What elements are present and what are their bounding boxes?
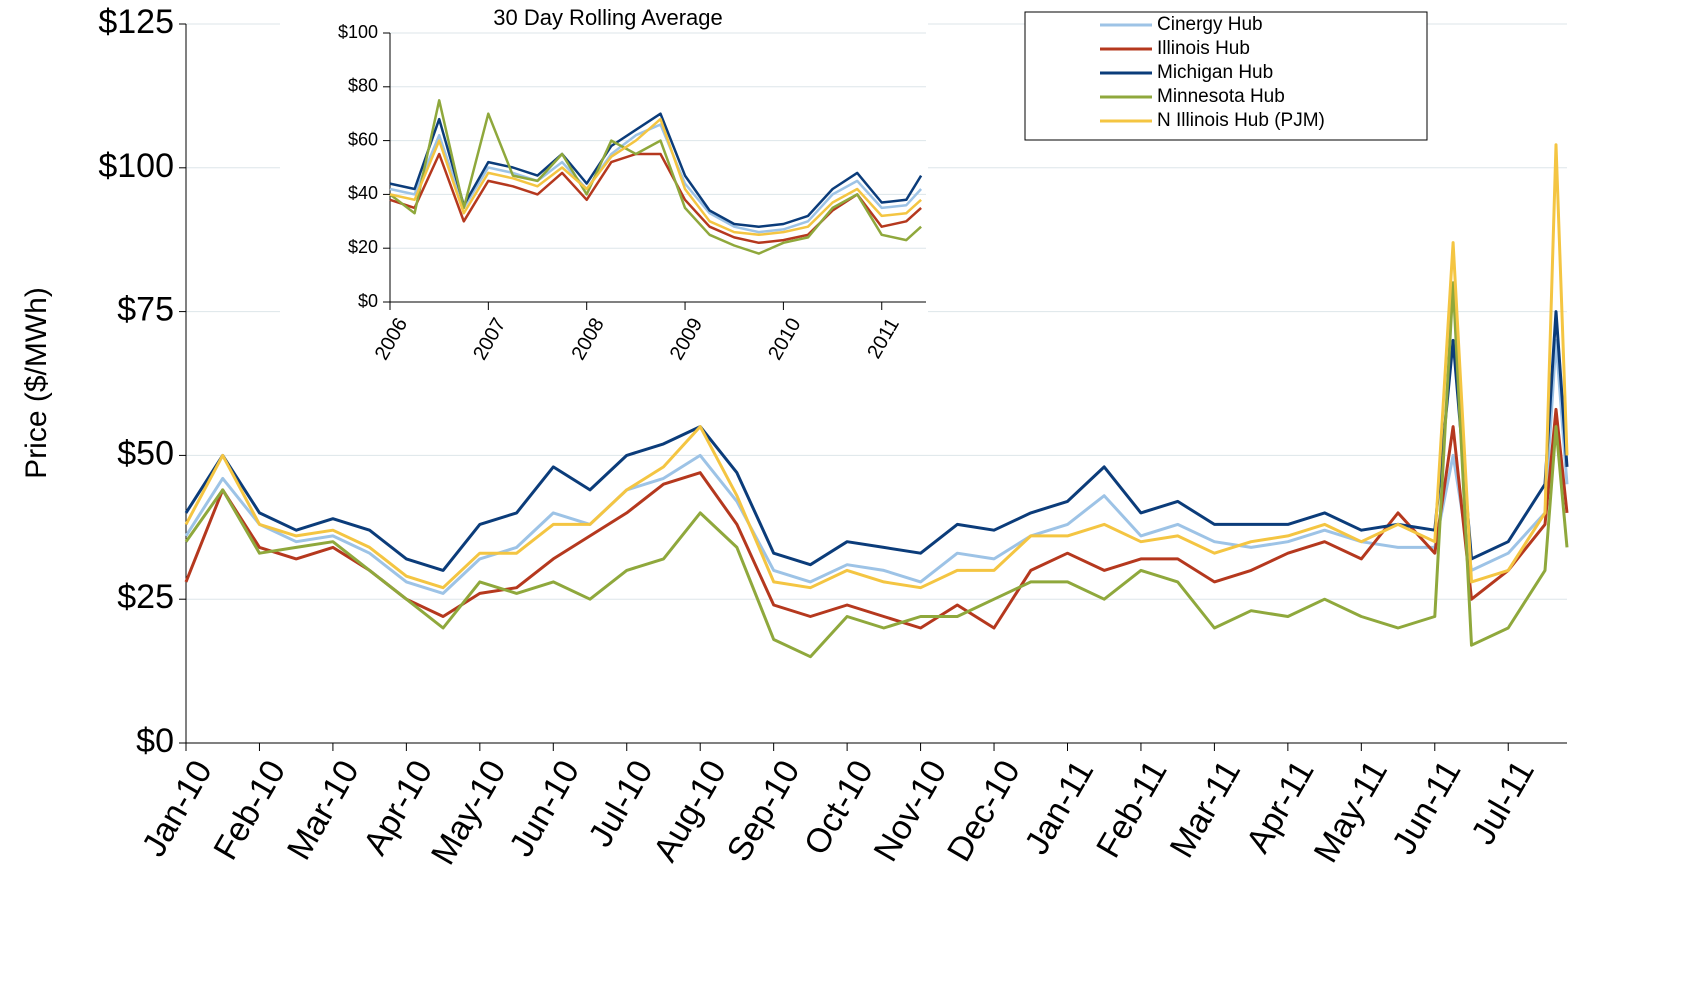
x-tick-label: Feb-11 — [1089, 754, 1175, 864]
series-line — [184, 310, 1569, 572]
inset-background — [280, 8, 928, 377]
x-tick-label: Aug-10 — [646, 754, 734, 868]
legend-label: N Illinois Hub (PJM) — [1157, 110, 1325, 131]
y-tick-label: $125 — [98, 3, 174, 41]
x-tick-label: Jun-11 — [1385, 754, 1469, 861]
legend: Cinergy Hub Illinois Hub Michigan Hub Minne… — [1024, 11, 1428, 141]
x-tick-label: Mar-11 — [1163, 754, 1248, 864]
legend-box — [1024, 11, 1428, 141]
series-line — [389, 99, 922, 255]
chart-title: 30 Day Rolling Average — [493, 5, 723, 30]
y-tick-label: $100 — [338, 22, 378, 42]
legend-label: Illinois Hub — [1157, 38, 1250, 59]
x-tick-label: Nov-10 — [867, 754, 955, 868]
y-tick-label: $25 — [117, 578, 174, 616]
y-tick-label: $60 — [348, 129, 378, 149]
series-line — [184, 281, 1569, 659]
series-line — [184, 407, 1569, 630]
x-tick-label: Mar-10 — [280, 754, 367, 866]
legend-label: Cinergy Hub — [1157, 14, 1263, 35]
x-tick-label: Jul-10 — [581, 754, 660, 853]
y-tick-label: $50 — [117, 434, 174, 472]
y-axis-label: Price ($/MWh) — [20, 287, 53, 479]
series-line — [184, 338, 1569, 595]
x-tick-label: Jul-11 — [1464, 754, 1542, 851]
series-line — [389, 117, 922, 237]
legend-label: Minnesota Hub — [1157, 86, 1285, 107]
y-tick-label: $0 — [358, 291, 378, 311]
legend-label: Michigan Hub — [1157, 62, 1273, 83]
x-tick-label: Apr-11 — [1239, 754, 1322, 859]
x-tick-label: Jun-10 — [502, 754, 587, 863]
x-tick-label: Feb-10 — [206, 754, 293, 866]
x-tick-label: Dec-10 — [940, 754, 1028, 868]
y-tick-label: $20 — [348, 237, 378, 257]
x-tick-label: Sep-10 — [720, 754, 808, 868]
y-tick-label: $40 — [348, 183, 378, 203]
series-line — [389, 112, 923, 228]
y-tick-label: $75 — [117, 291, 174, 329]
series-line — [389, 152, 922, 245]
y-tick-label: $80 — [348, 76, 378, 96]
x-tick-label: May-11 — [1307, 754, 1395, 869]
y-tick-label: $100 — [98, 147, 174, 185]
series-line — [389, 123, 923, 234]
y-tick-label: $0 — [136, 722, 174, 760]
series-line — [184, 143, 1569, 590]
